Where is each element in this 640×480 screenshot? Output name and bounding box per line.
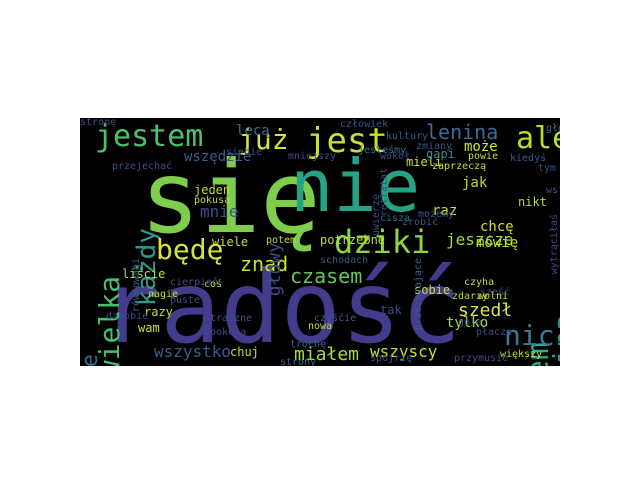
word-cloud-word: nowa: [308, 321, 333, 332]
word-cloud-word: raz: [432, 203, 458, 219]
word-cloud-word: radość: [100, 249, 462, 366]
word-cloud-word: jestem: [95, 119, 204, 154]
word-cloud-word: zaprzeczą: [432, 161, 487, 172]
word-cloud-word: mnie: [200, 202, 239, 221]
word-cloud-word: razy: [144, 305, 173, 319]
word-cloud-word: jesteśmy: [358, 145, 407, 156]
word-cloud-word: wam: [138, 321, 160, 335]
word-cloud-word: będę: [156, 233, 224, 266]
word-cloud-word: lenina: [426, 120, 499, 144]
word-cloud-word: może: [464, 139, 498, 155]
word-cloud-word: przymusie: [454, 353, 509, 364]
word-cloud-word: zmiany: [416, 141, 453, 152]
word-cloud-word: przejechać: [112, 161, 173, 172]
word-cloud-word: chcę: [480, 219, 514, 235]
word-cloud-word: cisza: [380, 213, 411, 224]
word-cloud-word: wokół: [380, 151, 411, 162]
word-cloud-word: wszędzie: [184, 149, 252, 165]
word-cloud-word: większy: [500, 349, 543, 360]
word-cloud-word: sobie: [414, 283, 451, 297]
word-cloud-word: czyha: [464, 277, 495, 288]
word-cloud-word: dziobie: [106, 311, 149, 322]
word-cloud-word: tym: [538, 163, 557, 174]
word-cloud-word: zrobić: [402, 217, 439, 228]
word-cloud-word: się: [140, 139, 321, 256]
word-cloud-word: wolni: [478, 291, 509, 302]
word-cloud-word: gapi: [426, 147, 455, 161]
word-cloud-word: ciebie: [80, 354, 103, 366]
word-cloud-word: znad: [240, 252, 289, 276]
word-cloud-word: stronę: [80, 118, 117, 128]
word-cloud-word: płacze: [476, 327, 513, 338]
word-cloud-word: lecą: [236, 123, 270, 139]
word-cloud-word: kultury: [386, 131, 429, 142]
word-cloud-word: nikt: [518, 195, 547, 209]
word-cloud-word: spojrzę: [370, 353, 413, 364]
word-cloud-word: nagie: [148, 289, 179, 300]
word-cloud: sięnieradośćjestemjużjestleninaalekażdyw…: [80, 118, 560, 366]
word-cloud-word: wszystko: [154, 342, 232, 361]
word-cloud-word: wstać: [546, 185, 560, 196]
word-cloud-word: potem: [266, 235, 297, 246]
word-cloud-word: liście: [122, 267, 166, 281]
word-cloud-word: jest: [306, 121, 388, 161]
word-cloud-word: powie: [468, 151, 499, 162]
word-cloud-word: mieli: [406, 155, 443, 169]
word-cloud-word: dookoła: [204, 327, 247, 338]
word-cloud-word: potrzebne: [320, 233, 386, 247]
word-cloud-word: jeszcze: [446, 230, 514, 249]
word-cloud-word: człowiek: [340, 119, 389, 130]
word-cloud-word: wiele: [212, 235, 249, 249]
word-cloud-word: siebie: [226, 147, 263, 158]
word-cloud-word: przerażające: [413, 258, 424, 331]
word-cloud-word: strony: [280, 357, 317, 367]
word-cloud-word: równowagi: [131, 258, 142, 313]
word-cloud-word: tak: [380, 303, 402, 317]
word-cloud-word: czyśćie: [314, 313, 357, 324]
word-cloud-word: głowy: [264, 242, 285, 297]
word-cloud-word: wszyscy: [370, 342, 438, 361]
word-cloud-word: coś: [204, 279, 223, 290]
word-cloud-word: puste: [170, 295, 201, 306]
word-cloud-word: mniejszy: [288, 151, 337, 162]
word-cloud-word: już: [238, 123, 289, 156]
word-cloud-word: jeden: [194, 183, 231, 197]
word-cloud-word: ale: [516, 121, 560, 156]
word-cloud-word: kiedyś: [510, 153, 547, 164]
word-cloud-word: gola: [458, 317, 483, 328]
word-cloud-word: retratat: [379, 168, 390, 217]
word-cloud-word: czasem: [290, 264, 363, 288]
word-cloud-word: pokusa: [194, 195, 231, 206]
word-cloud-word: tylko: [446, 315, 489, 331]
word-cloud-word: sześć: [480, 287, 511, 298]
word-cloud-word: mówię: [476, 235, 519, 251]
word-cloud-word: szedł: [458, 300, 513, 321]
word-cloud-word: głosie: [546, 123, 560, 134]
word-cloud-word: trochę: [290, 339, 327, 350]
word-cloud-word: zdarzy: [452, 291, 489, 302]
word-cloud-word: straszne: [204, 313, 253, 324]
word-cloud-word: możemy: [418, 209, 455, 220]
word-cloud-word: jak: [462, 175, 488, 191]
word-cloud-word: nic: [504, 319, 555, 352]
word-cloud-word: chuj: [230, 345, 259, 359]
word-cloud-word: wytrąciłaś: [549, 214, 560, 275]
word-cloud-word: cierpień: [170, 277, 219, 288]
word-cloud-word: nie: [290, 144, 421, 228]
word-cloud-word: miałem: [294, 344, 360, 365]
word-cloud-word: dziki: [334, 223, 431, 261]
word-cloud-word: schodach: [320, 255, 369, 266]
